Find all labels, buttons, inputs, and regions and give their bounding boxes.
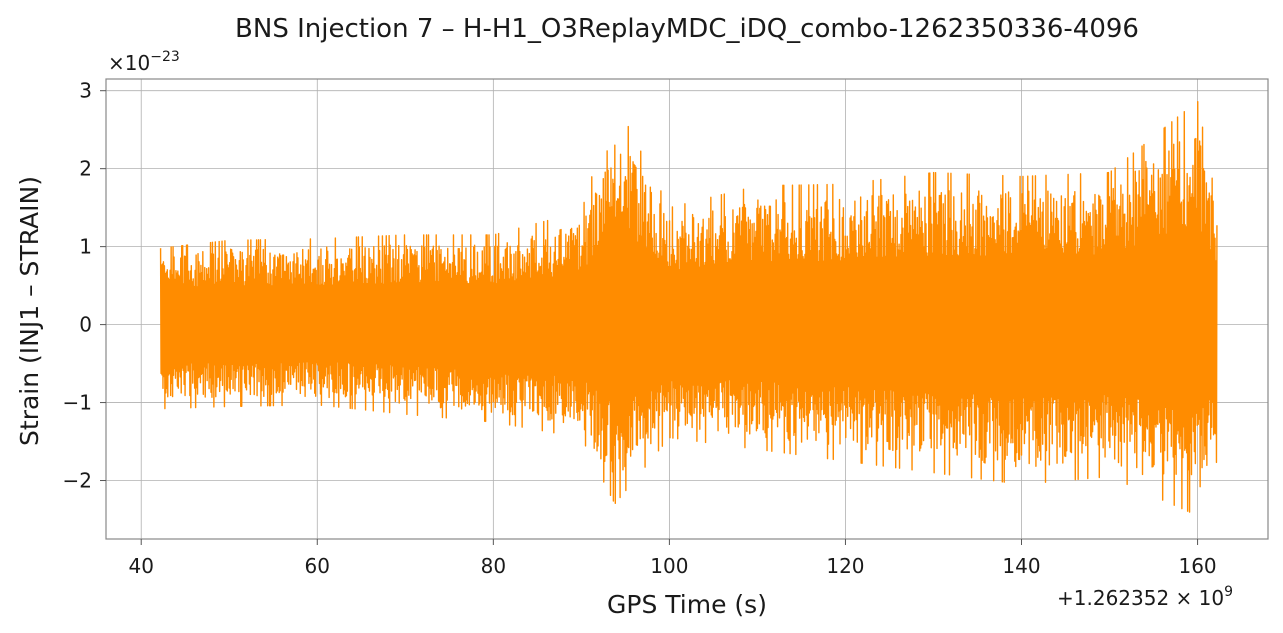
x-tick-label: 160 <box>1178 554 1216 578</box>
x-axis-ticks: 40 60 80 100 120 140 160 <box>128 539 1217 578</box>
y-tick-label: −1 <box>63 391 92 415</box>
x-tick-label: 60 <box>305 554 330 578</box>
series-layer <box>159 100 1218 513</box>
x-tick-label: 80 <box>481 554 506 578</box>
y-tick-label: 0 <box>79 313 92 337</box>
x-offset-base: +1.262352 × 10 <box>1057 586 1224 610</box>
y-tick-label: −2 <box>63 469 92 493</box>
x-axis-label: GPS Time (s) <box>607 590 767 619</box>
strain-series-line <box>159 100 1218 513</box>
y-scale-exponent: −23 <box>150 49 180 65</box>
y-tick-label: 2 <box>79 157 92 181</box>
x-offset-exponent: 9 <box>1224 584 1233 600</box>
y-scale-base: ×10 <box>108 51 150 75</box>
x-axis-offset-label: +1.262352 × 109 <box>1057 584 1233 610</box>
plot-frame <box>105 78 1269 540</box>
chart-title: BNS Injection 7 – H-H1_O3ReplayMDC_iDQ_c… <box>235 14 1139 44</box>
x-tick-label: 40 <box>128 554 153 578</box>
x-tick-label: 120 <box>826 554 864 578</box>
y-axis-label: Strain (INJ1 – STRAIN) <box>15 176 44 446</box>
y-tick-label: 1 <box>79 235 92 259</box>
y-tick-label: 3 <box>79 79 92 103</box>
x-tick-label: 140 <box>1002 554 1040 578</box>
x-tick-label: 100 <box>650 554 688 578</box>
y-axis-ticks: −2 −1 0 1 2 3 <box>63 79 106 493</box>
y-axis-scale-label: ×10−23 <box>108 49 180 75</box>
